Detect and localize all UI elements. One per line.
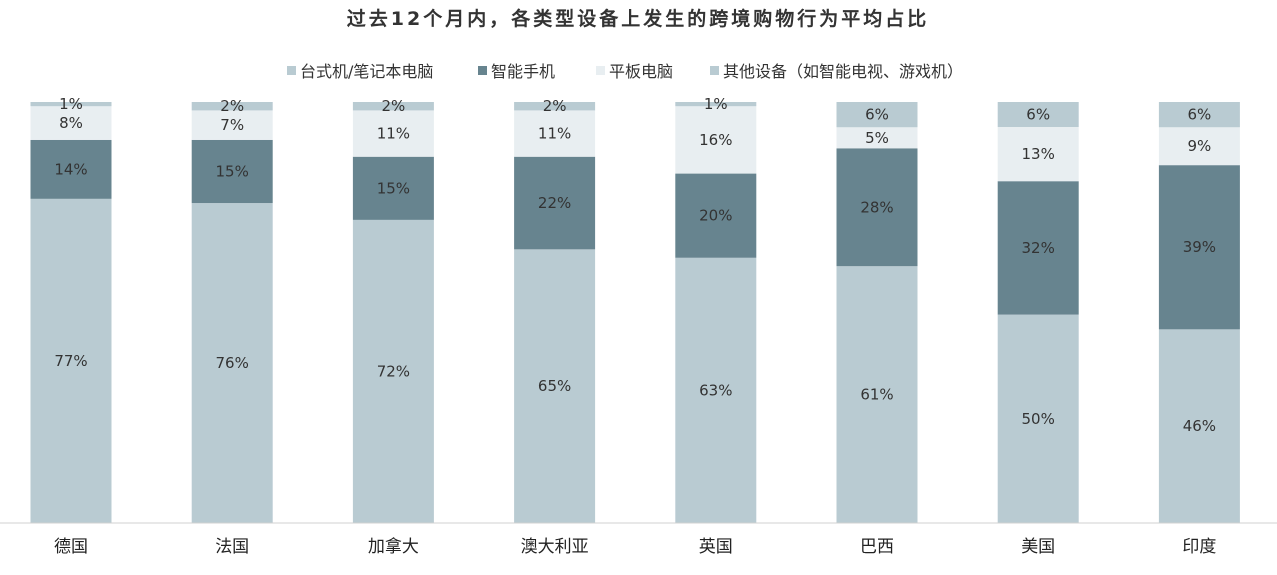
bar-segment-4-2 xyxy=(675,106,757,174)
data-label-0-1: 14% xyxy=(54,160,87,178)
legend-label-3: 其他设备（如智能电视、游戏机） xyxy=(723,62,963,81)
legend-swatch-1 xyxy=(478,66,487,75)
data-label-3-1: 22% xyxy=(538,194,571,212)
bar-segment-4-0 xyxy=(675,257,757,523)
data-label-4-3: 1% xyxy=(704,95,728,113)
bar-segment-6-2 xyxy=(997,127,1079,182)
legend-swatch-0 xyxy=(287,66,296,75)
legend-label-0: 台式机/笔记本电脑 xyxy=(300,62,433,81)
category-label-6: 美国 xyxy=(1021,537,1055,557)
data-label-3-3: 2% xyxy=(543,97,567,115)
data-label-0-0: 77% xyxy=(54,352,87,370)
data-label-4-2: 16% xyxy=(699,131,732,149)
data-label-7-1: 39% xyxy=(1183,238,1216,256)
data-label-2-3: 2% xyxy=(382,97,406,115)
data-label-7-3: 6% xyxy=(1188,106,1212,124)
data-label-2-1: 15% xyxy=(377,179,410,197)
legend-label-1: 智能手机 xyxy=(491,62,555,81)
data-label-5-0: 61% xyxy=(860,386,893,404)
data-label-3-0: 65% xyxy=(538,377,571,395)
bar-segment-3-2 xyxy=(514,110,596,157)
chart-title: 过去12个月内，各类型设备上发生的跨境购物行为平均占比 xyxy=(347,7,929,30)
data-label-5-3: 6% xyxy=(865,106,889,124)
data-label-4-1: 20% xyxy=(699,207,732,225)
bar-segment-7-1 xyxy=(1158,165,1240,330)
data-label-1-3: 2% xyxy=(220,97,244,115)
category-label-2: 加拿大 xyxy=(368,536,419,557)
data-label-6-3: 6% xyxy=(1026,106,1050,124)
data-label-7-0: 46% xyxy=(1183,417,1216,435)
data-label-0-2: 8% xyxy=(59,114,83,132)
category-label-1: 法国 xyxy=(215,537,249,557)
data-label-6-1: 32% xyxy=(1022,239,1055,257)
category-label-5: 巴西 xyxy=(860,537,894,557)
data-label-1-0: 76% xyxy=(216,354,249,372)
bar-segment-0-1 xyxy=(30,139,112,199)
data-label-5-1: 28% xyxy=(860,198,893,216)
bar-segment-6-3 xyxy=(997,102,1079,128)
data-label-2-2: 11% xyxy=(377,125,410,143)
legend-swatch-2 xyxy=(596,66,605,75)
category-label-3: 澳大利亚 xyxy=(521,537,589,557)
category-label-4: 英国 xyxy=(699,537,733,557)
bar-segment-0-2 xyxy=(30,106,112,140)
bar-segment-5-2 xyxy=(836,127,918,149)
bar-segment-2-0 xyxy=(352,219,434,523)
bar-segment-3-1 xyxy=(514,156,596,250)
bar-segment-5-0 xyxy=(836,266,918,523)
data-label-1-2: 7% xyxy=(220,116,244,134)
category-label-0: 德国 xyxy=(54,537,88,557)
legend: 台式机/笔记本电脑 智能手机 平板电脑 其他设备（如智能电视、游戏机） xyxy=(287,62,963,81)
bar-segment-5-3 xyxy=(836,102,918,128)
category-label-7: 印度 xyxy=(1182,537,1216,557)
data-label-7-2: 9% xyxy=(1188,137,1212,155)
bar-segment-0-0 xyxy=(30,198,112,523)
legend-label-2: 平板电脑 xyxy=(609,62,673,81)
bar-segment-5-1 xyxy=(836,148,918,267)
data-label-3-2: 11% xyxy=(538,125,571,143)
bar-segment-7-0 xyxy=(1158,329,1240,523)
data-label-6-2: 13% xyxy=(1022,145,1055,163)
bar-segment-4-3 xyxy=(675,102,757,107)
data-label-6-0: 50% xyxy=(1022,410,1055,428)
bar-segment-6-1 xyxy=(997,181,1079,315)
data-label-5-2: 5% xyxy=(865,129,889,147)
bar-segment-2-2 xyxy=(352,110,434,157)
bar-segment-6-0 xyxy=(997,314,1079,523)
bar-segment-7-2 xyxy=(1158,127,1240,166)
bar-segment-2-3 xyxy=(352,102,434,111)
bar-segment-7-3 xyxy=(1158,102,1240,128)
bar-segment-1-2 xyxy=(191,110,273,140)
data-label-1-1: 15% xyxy=(216,162,249,180)
bar-segment-3-3 xyxy=(514,102,596,111)
bar-segment-4-1 xyxy=(675,173,757,258)
data-label-2-0: 72% xyxy=(377,362,410,380)
data-label-0-3: 1% xyxy=(59,95,83,113)
bars-group: 77%14%8%1%76%15%7%2%72%15%11%2%65%22%11%… xyxy=(30,95,1240,524)
category-labels: 德国 法国 加拿大 澳大利亚 英国 巴西 美国 印度 xyxy=(54,536,1216,557)
bar-segment-1-1 xyxy=(191,139,273,204)
legend-swatch-3 xyxy=(710,66,719,75)
bar-segment-1-0 xyxy=(191,203,273,524)
bar-segment-2-1 xyxy=(352,156,434,220)
bar-segment-1-3 xyxy=(191,102,273,111)
bar-segment-0-3 xyxy=(30,102,112,107)
data-label-4-0: 63% xyxy=(699,381,732,399)
bar-segment-3-0 xyxy=(514,249,596,523)
